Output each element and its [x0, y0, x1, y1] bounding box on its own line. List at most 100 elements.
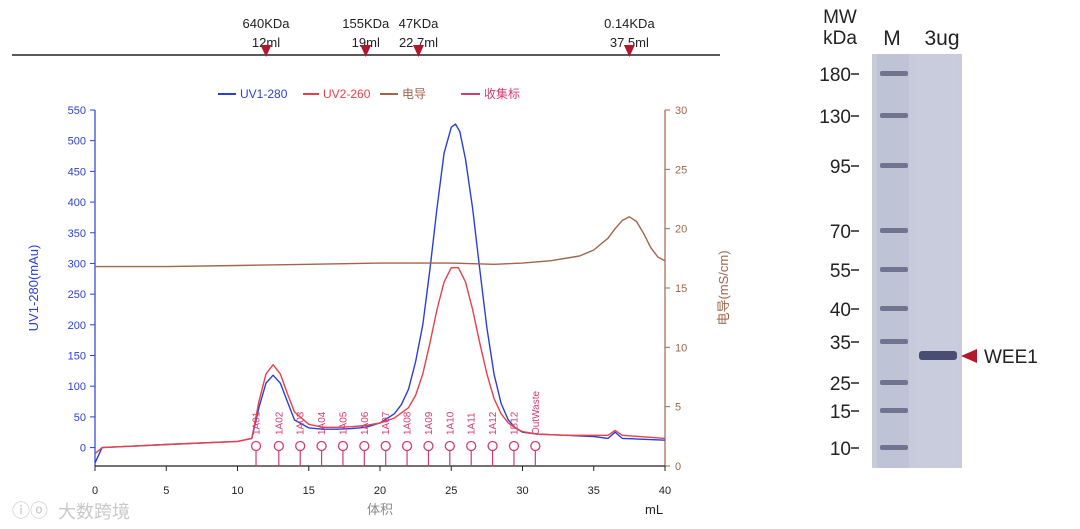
gel-marker-label: 10 [830, 439, 851, 460]
fraction-label: 1A03 [296, 411, 307, 435]
x-tick-label: 10 [231, 485, 243, 497]
watermark-logo-icon: ⓘⓞ [12, 501, 48, 521]
legend-label-uv2: UV2-260 [323, 87, 371, 101]
fraction-label: 1A08 [403, 411, 414, 435]
gel-ladder-band [880, 71, 908, 76]
fraction-label: 1A04 [317, 411, 328, 435]
gel-lane-m [877, 54, 909, 468]
y-left-tick-label: 100 [68, 381, 86, 393]
x-tick-label: 30 [516, 485, 528, 497]
gel-marker-label: 70 [830, 222, 851, 243]
fraction-marker [337, 440, 349, 452]
y-right-tick-label: 5 [675, 402, 681, 414]
x-tick-label: 40 [659, 485, 671, 497]
fraction-marker [316, 440, 327, 452]
y-right-tick-label: 30 [675, 105, 687, 117]
series-line-1 [94, 267, 666, 455]
legend-label-fractions: 收集标 [484, 86, 520, 101]
chart-legend: UV1-280 UV2-260 电导 收集标 [218, 86, 520, 101]
fraction-markers: 1A01 1A02 1A03 1A04 1A05 1A06 1A07 1A08 1A09 1A10… [250, 390, 542, 466]
axis-ticks: 0501001502002503003504004505005500510152… [68, 105, 688, 497]
y-axis-right-title: 电导(mS/cm) [716, 250, 731, 325]
gel-marker-label: 40 [830, 300, 851, 321]
chart-series [94, 123, 666, 464]
calibration-volume-label: 22.7ml [399, 35, 438, 50]
fraction-marker [466, 440, 477, 452]
sds-page-gel-panel: MW kDa M 3ug [823, 7, 962, 468]
fraction-label: 1A12 [488, 411, 499, 435]
fraction-marker [423, 440, 434, 452]
y-left-tick-label: 350 [68, 228, 86, 240]
y-left-tick-label: 300 [68, 258, 86, 270]
gel-marker-label: 95 [830, 157, 851, 178]
chart-axes: UV1-280(mAu) 电导(mS/cm) 体积 mL [26, 110, 731, 517]
wee1-band [919, 351, 957, 360]
fraction-label: 1A10 [445, 411, 456, 435]
gel-ladder-band [880, 163, 908, 168]
fraction-marker [401, 440, 413, 452]
y-left-tick-label: 0 [80, 443, 86, 455]
gel-marker-label: 55 [830, 261, 851, 282]
fraction-label: 1A06 [360, 411, 371, 435]
fraction-marker [295, 440, 306, 452]
x-axis-title: 体积 [367, 502, 393, 517]
y-right-tick-label: 0 [675, 461, 681, 473]
calibration-mw-label: 47KDa [399, 16, 440, 31]
calibration-marker-triangle-icon [412, 45, 424, 57]
series-line-0 [94, 123, 666, 464]
fraction-marker [508, 440, 520, 452]
gel-marker-label: 15 [830, 402, 851, 423]
gel-ladder-band [880, 228, 908, 233]
fraction-marker [530, 440, 541, 452]
gel-ladder-band [880, 267, 908, 272]
y-right-tick-label: 20 [675, 224, 687, 236]
fraction-marker [444, 440, 455, 452]
gel-marker-label: 180 [819, 65, 851, 86]
legend-label-uv1: UV1-280 [240, 87, 288, 101]
calibration-marker-triangle-icon [360, 45, 372, 57]
fraction-marker [273, 440, 284, 452]
gel-kda-header: kDa [823, 28, 857, 49]
fraction-label: 1A05 [338, 411, 349, 435]
gel-lane-sample-label: 3ug [924, 27, 959, 50]
x-tick-label: 20 [374, 485, 386, 497]
fraction-label: OutWaste [531, 390, 542, 435]
x-axis-unit: mL [645, 502, 663, 517]
calibration-marker-triangle-icon [260, 45, 272, 57]
watermark-text: 大数跨境 [58, 502, 130, 522]
calibration-mw-label: 640KDa [243, 16, 291, 31]
watermark: ⓘⓞ 大数跨境 [12, 501, 130, 522]
y-right-tick-label: 15 [675, 283, 687, 295]
band-pointer-arrow-icon [961, 349, 977, 363]
gel-mw-header: MW [823, 7, 857, 28]
gel-ladder-band [880, 408, 908, 413]
y-left-tick-label: 400 [68, 197, 86, 209]
fraction-label: 1A09 [424, 411, 435, 435]
gel-marker-label: 25 [830, 374, 851, 395]
gel-lane-m-label: M [883, 27, 901, 50]
band-label: WEE1 [984, 347, 1038, 368]
gel-target-band: WEE1 [919, 347, 1038, 368]
calibration-marker-bar: 640KDa 12ml 155KDa 19ml 47KDa 22.7ml 0.14KDa 37… [12, 16, 720, 57]
fraction-label: 1A01 [252, 411, 263, 435]
y-left-tick-label: 450 [68, 166, 86, 178]
calibration-volume-label: 12ml [252, 35, 280, 50]
y-right-tick-label: 10 [675, 342, 687, 354]
x-tick-label: 0 [92, 485, 98, 497]
y-left-tick-label: 250 [68, 289, 86, 301]
fraction-label: 1A02 [274, 411, 285, 435]
fraction-label: 1A07 [381, 411, 392, 435]
calibration-volume-label: 37.5ml [610, 35, 649, 50]
y-left-tick-label: 550 [68, 105, 86, 117]
calibration-mw-label: 0.14KDa [604, 16, 655, 31]
series-line-2 [95, 216, 666, 268]
calibration-mw-label: 155KDa [342, 16, 390, 31]
fraction-marker [250, 440, 262, 452]
y-left-tick-label: 150 [68, 351, 86, 363]
y-left-tick-label: 50 [74, 412, 86, 424]
gel-ladder-band [880, 380, 908, 385]
gel-ladder-band [880, 339, 908, 344]
gel-mw-markers: 180 130 95 70 55 40 35 25 15 10 [819, 65, 908, 460]
calibration-volume-label: 19ml [352, 35, 380, 50]
